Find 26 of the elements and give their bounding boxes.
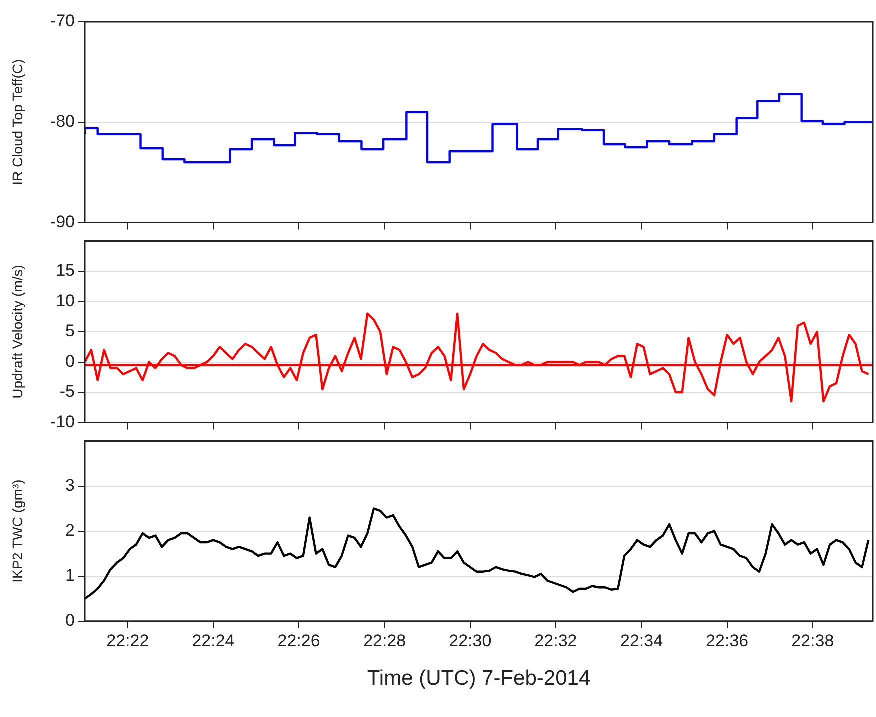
y-tick-label: 2 xyxy=(66,520,75,540)
x-tick-label: 22:32 xyxy=(534,631,578,650)
y-tick-label: 15 xyxy=(56,261,75,280)
y-tick-label: 3 xyxy=(66,476,75,495)
y-tick-label: 10 xyxy=(56,291,75,310)
x-axis-title: Time (UTC) 7-Feb-2014 xyxy=(367,667,591,690)
y-tick-label: 0 xyxy=(66,611,75,630)
y-tick-label: -80 xyxy=(50,112,75,132)
y-axis-title: Updraft Velocity (m/s) xyxy=(9,265,26,399)
x-tick-label: 22:26 xyxy=(278,631,320,650)
y-axis-title: IKP2 TWC (gm³) xyxy=(9,480,26,583)
y-tick-label: -90 xyxy=(50,212,75,232)
y-tick-label: 1 xyxy=(66,566,75,586)
x-tick-label: 22:34 xyxy=(620,631,664,650)
x-tick-label: 22:22 xyxy=(106,631,150,650)
y-tick-label: -10 xyxy=(50,412,75,432)
y-tick-label: -70 xyxy=(50,12,75,31)
y-tick-label: 0 xyxy=(66,352,75,371)
x-tick-label: 22:38 xyxy=(792,631,834,650)
x-tick-label: 22:24 xyxy=(192,631,235,650)
x-tick-label: 22:36 xyxy=(706,631,749,650)
y-axis-title: IR Cloud Top Teff(C) xyxy=(9,59,26,186)
y-tick-label: 5 xyxy=(66,322,75,341)
x-tick-label: 22:30 xyxy=(449,631,492,650)
y-tick-label: -5 xyxy=(60,382,75,402)
x-tick-label: 22:28 xyxy=(364,631,406,650)
